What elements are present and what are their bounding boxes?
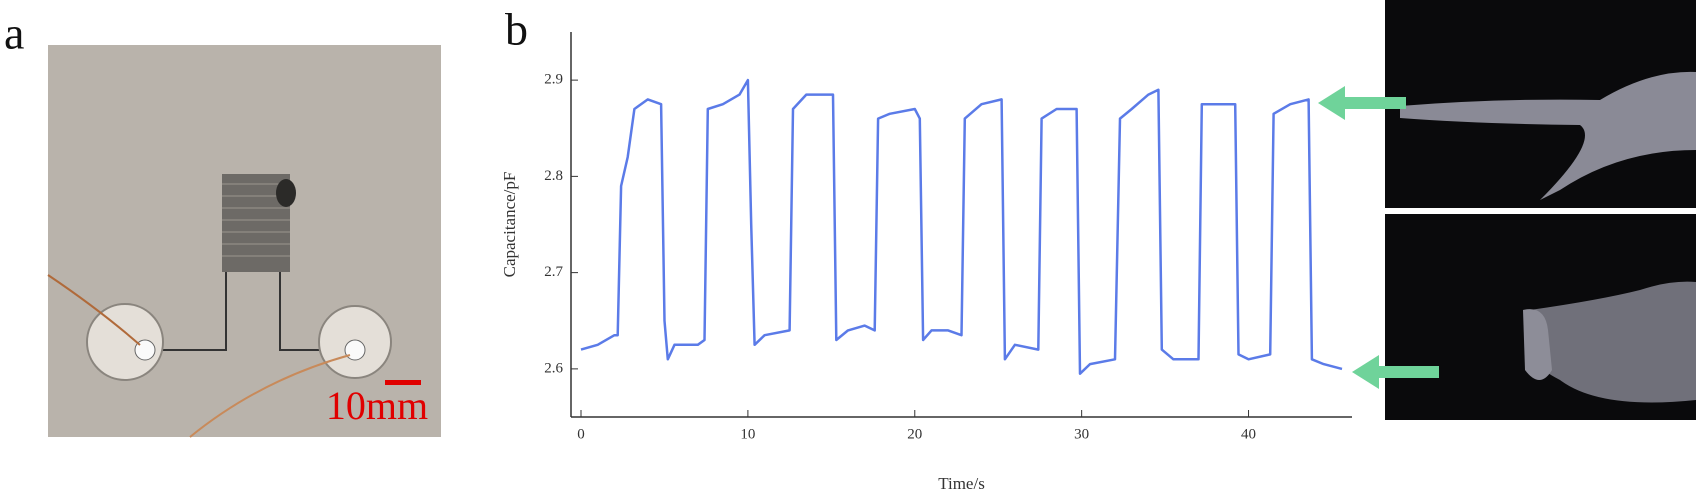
x-tick-label: 0: [577, 426, 585, 442]
y-tick-label: 2.7: [544, 264, 563, 280]
x-tick-label: 40: [1241, 426, 1256, 442]
x-tick-label: 20: [907, 426, 922, 442]
finger-photos: [1385, 0, 1696, 420]
scale-bar-label: 10mm: [326, 383, 428, 428]
panel-label: b: [505, 4, 528, 55]
arrows: [1318, 86, 1439, 389]
x-tick-label: 10: [740, 426, 755, 442]
y-tick-label: 2.6: [544, 360, 563, 376]
data-line: [580, 78, 1343, 375]
panel-label: a: [4, 8, 24, 59]
sensor-photo: 10mm: [47, 45, 441, 438]
y-tick-label: 2.8: [544, 168, 563, 184]
y-axis-label: Capacitance/pF: [500, 172, 519, 278]
y-tick-label: 2.9: [544, 72, 563, 88]
x-axis-label: Time/s: [938, 474, 985, 493]
x-tick-label: 30: [1074, 426, 1089, 442]
